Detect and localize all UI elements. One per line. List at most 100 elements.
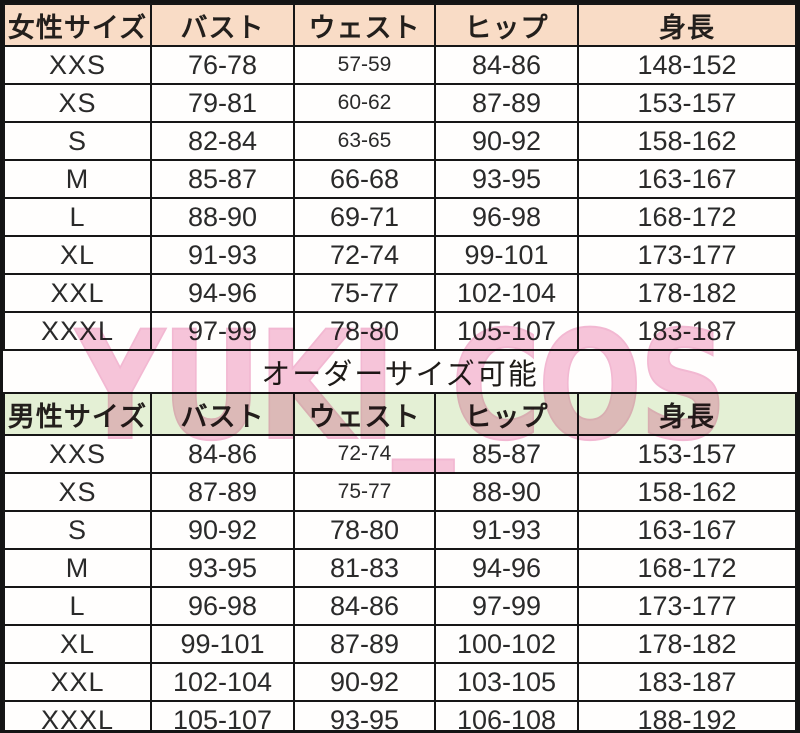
- column-header-height: 身長: [577, 3, 797, 47]
- measurement-cell: 81-83: [293, 548, 436, 588]
- measurement-cell: 90-92: [293, 662, 436, 702]
- measurement-cell: 85-87: [150, 159, 295, 199]
- women-size-table: 女性サイズ バスト ウェスト ヒップ 身長 XXS 76-78 57-59 84-86…: [3, 3, 797, 351]
- column-header-waist: ウェスト: [293, 392, 436, 436]
- column-header-bust: バスト: [150, 3, 295, 47]
- measurement-cell: 94-96: [150, 273, 295, 313]
- size-label-cell: XXXL: [3, 311, 152, 351]
- measurement-cell: 63-65: [293, 121, 436, 161]
- column-header-men-size: 男性サイズ: [3, 392, 152, 436]
- measurement-cell: 69-71: [293, 197, 436, 237]
- table-row: S 82-84 63-65 90-92 158-162: [3, 121, 797, 161]
- table-row: XS 79-81 60-62 87-89 153-157: [3, 83, 797, 123]
- size-label-cell: L: [3, 197, 152, 237]
- measurement-cell: 183-187: [577, 662, 797, 702]
- measurement-cell: 85-87: [434, 434, 579, 474]
- size-label-cell: S: [3, 510, 152, 550]
- size-label-cell: L: [3, 586, 152, 626]
- measurement-cell: 90-92: [434, 121, 579, 161]
- measurement-cell: 102-104: [150, 662, 295, 702]
- measurement-cell: 168-172: [577, 197, 797, 237]
- measurement-cell: 87-89: [293, 624, 436, 664]
- measurement-cell: 57-59: [293, 45, 436, 85]
- size-label-cell: XXL: [3, 273, 152, 313]
- size-label-cell: XS: [3, 83, 152, 123]
- women-table-body: XXS 76-78 57-59 84-86 148-152 XS 79-81 60-62 87-…: [3, 45, 797, 351]
- size-label-cell: XL: [3, 624, 152, 664]
- measurement-cell: 178-182: [577, 273, 797, 313]
- measurement-cell: 91-93: [434, 510, 579, 550]
- header-row: 女性サイズ バスト ウェスト ヒップ 身長: [3, 3, 797, 47]
- column-header-bust: バスト: [150, 392, 295, 436]
- measurement-cell: 158-162: [577, 121, 797, 161]
- measurement-cell: 96-98: [150, 586, 295, 626]
- table-row: S 90-92 78-80 91-93 163-167: [3, 510, 797, 550]
- header-row: 男性サイズ バスト ウェスト ヒップ 身長: [3, 392, 797, 436]
- measurement-cell: 153-157: [577, 434, 797, 474]
- measurement-cell: 88-90: [434, 472, 579, 512]
- column-header-women-size: 女性サイズ: [3, 3, 152, 47]
- measurement-cell: 168-172: [577, 548, 797, 588]
- measurement-cell: 79-81: [150, 83, 295, 123]
- table-row: M 93-95 81-83 94-96 168-172: [3, 548, 797, 588]
- measurement-cell: 87-89: [434, 83, 579, 123]
- measurement-cell: 75-77: [293, 273, 436, 313]
- measurement-cell: 84-86: [434, 45, 579, 85]
- measurement-cell: 97-99: [150, 311, 295, 351]
- measurement-cell: 87-89: [150, 472, 295, 512]
- measurement-cell: 93-95: [293, 700, 436, 730]
- table-row: XS 87-89 75-77 88-90 158-162: [3, 472, 797, 512]
- order-size-note: オーダーサイズ可能: [261, 358, 539, 391]
- table-row: XL 99-101 87-89 100-102 178-182: [3, 624, 797, 664]
- column-header-hip: ヒップ: [434, 392, 579, 436]
- measurement-cell: 105-107: [150, 700, 295, 730]
- measurement-cell: 84-86: [293, 586, 436, 626]
- measurement-cell: 91-93: [150, 235, 295, 275]
- table-row: XXL 102-104 90-92 103-105 183-187: [3, 662, 797, 702]
- measurement-cell: 97-99: [434, 586, 579, 626]
- table-row: M 85-87 66-68 93-95 163-167: [3, 159, 797, 199]
- table-row: XXXL 105-107 93-95 106-108 188-192: [3, 700, 797, 730]
- measurement-cell: 173-177: [577, 235, 797, 275]
- size-label-cell: M: [3, 159, 152, 199]
- measurement-cell: 99-101: [434, 235, 579, 275]
- measurement-cell: 163-167: [577, 510, 797, 550]
- size-label-cell: XXXL: [3, 700, 152, 730]
- men-table-body: XXS 84-86 72-74 85-87 153-157 XS 87-89 75-77 88-…: [3, 434, 797, 730]
- measurement-cell: 82-84: [150, 121, 295, 161]
- measurement-cell: 93-95: [150, 548, 295, 588]
- column-header-hip: ヒップ: [434, 3, 579, 47]
- size-label-cell: S: [3, 121, 152, 161]
- measurement-cell: 100-102: [434, 624, 579, 664]
- measurement-cell: 90-92: [150, 510, 295, 550]
- measurement-cell: 163-167: [577, 159, 797, 199]
- measurement-cell: 66-68: [293, 159, 436, 199]
- measurement-cell: 72-74: [293, 235, 436, 275]
- measurement-cell: 96-98: [434, 197, 579, 237]
- column-header-waist: ウェスト: [293, 3, 436, 47]
- table-row: XXXL 97-99 78-80 105-107 183-187: [3, 311, 797, 351]
- measurement-cell: 183-187: [577, 311, 797, 351]
- measurement-cell: 75-77: [293, 472, 436, 512]
- measurement-cell: 158-162: [577, 472, 797, 512]
- measurement-cell: 99-101: [150, 624, 295, 664]
- table-row: L 96-98 84-86 97-99 173-177: [3, 586, 797, 626]
- column-header-height: 身長: [577, 392, 797, 436]
- measurement-cell: 173-177: [577, 586, 797, 626]
- size-label-cell: XXS: [3, 434, 152, 474]
- table-row: XXL 94-96 75-77 102-104 178-182: [3, 273, 797, 313]
- men-table-header: 男性サイズ バスト ウェスト ヒップ 身長: [3, 392, 797, 436]
- table-row: L 88-90 69-71 96-98 168-172: [3, 197, 797, 237]
- size-label-cell: XXL: [3, 662, 152, 702]
- table-row: XXS 84-86 72-74 85-87 153-157: [3, 434, 797, 474]
- measurement-cell: 188-192: [577, 700, 797, 730]
- measurement-cell: 94-96: [434, 548, 579, 588]
- table-row: XL 91-93 72-74 99-101 173-177: [3, 235, 797, 275]
- men-size-table: 男性サイズ バスト ウェスト ヒップ 身長 XXS 84-86 72-74 85-87…: [3, 392, 797, 730]
- size-label-cell: XXS: [3, 45, 152, 85]
- table-row: XXS 76-78 57-59 84-86 148-152: [3, 45, 797, 85]
- measurement-cell: 88-90: [150, 197, 295, 237]
- measurement-cell: 153-157: [577, 83, 797, 123]
- measurement-cell: 102-104: [434, 273, 579, 313]
